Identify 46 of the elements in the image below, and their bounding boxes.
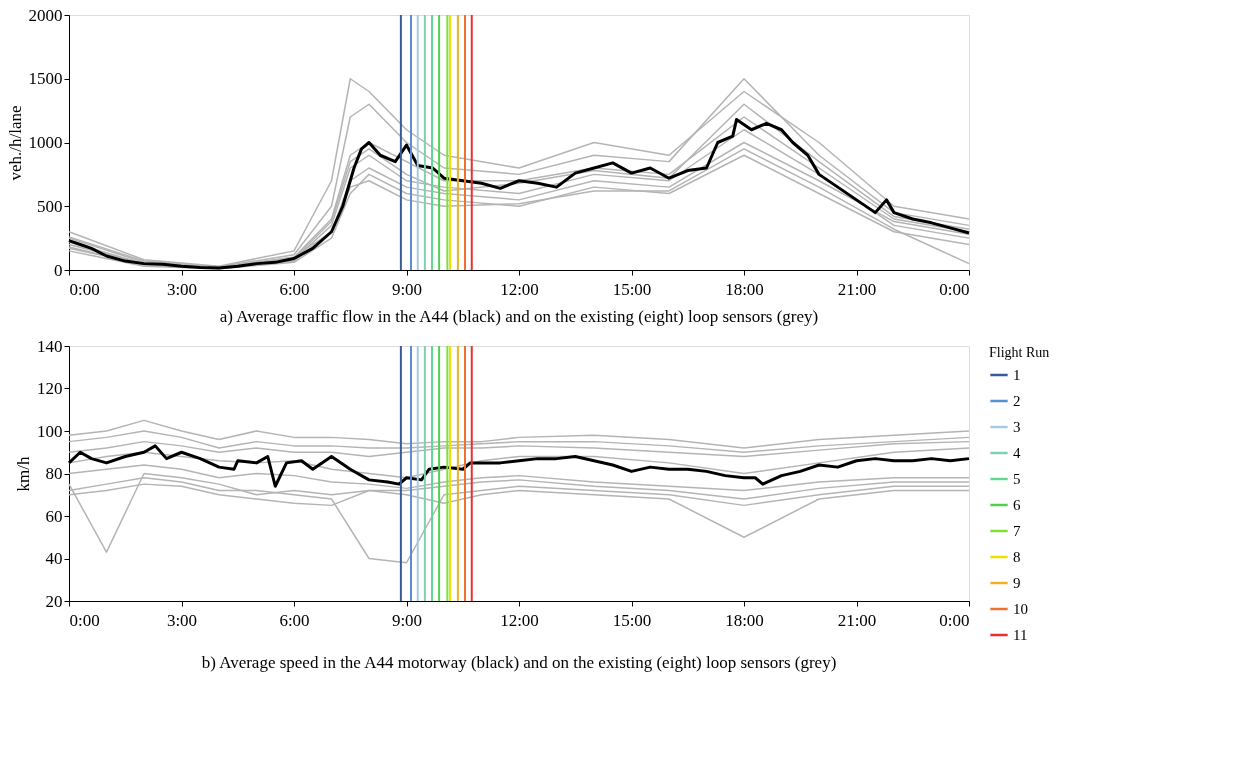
x-tick-label: 0:00 <box>69 610 100 630</box>
y-tick-label: 40 <box>45 549 63 568</box>
legend-label: 7 <box>1013 523 1021 539</box>
x-tick-label: 0:00 <box>939 279 970 299</box>
x-tick-label: 18:00 <box>725 279 764 299</box>
x-tick-label: 3:00 <box>166 279 198 299</box>
x-tick-label: 6:00 <box>279 610 310 630</box>
legend-label: 1 <box>1013 367 1021 383</box>
y-tick-label: 1000 <box>28 133 63 152</box>
legend-label: 9 <box>1013 575 1021 591</box>
legend-label: 8 <box>1013 549 1021 565</box>
y-axis-title: veh./h/lane <box>5 105 25 181</box>
legend-label: 4 <box>1013 445 1021 461</box>
x-tick-label: 9:00 <box>391 610 423 630</box>
x-tick-label: 9:00 <box>391 279 423 299</box>
x-tick-label: 18:00 <box>725 610 764 630</box>
legend-label: 5 <box>1013 471 1021 487</box>
legend-label: 2 <box>1013 393 1021 409</box>
y-tick-label: 140 <box>37 336 63 356</box>
legend-label: 6 <box>1013 497 1021 513</box>
x-tick-label: 21:00 <box>837 610 877 630</box>
x-tick-label: 15:00 <box>612 279 652 299</box>
x-tick-label: 15:00 <box>612 610 652 630</box>
y-axis-title: km/h <box>14 456 33 492</box>
legend-label: 10 <box>1013 601 1028 617</box>
x-tick-label: 3:00 <box>166 610 198 630</box>
legend-label: 3 <box>1013 419 1021 435</box>
x-tick-label: 21:00 <box>837 279 877 299</box>
y-tick-label: 2000 <box>28 5 63 25</box>
y-tick-label: 120 <box>37 379 63 398</box>
x-tick-label: 12:00 <box>500 610 539 630</box>
x-tick-label: 12:00 <box>500 279 539 299</box>
text: a) Average traffic flow in the A44 (black) and on the existing (eight) loop sensors (grey) <box>219 307 819 326</box>
y-tick-label: 100 <box>37 421 63 441</box>
y-tick-label: 500 <box>37 196 63 216</box>
x-tick-label: 6:00 <box>279 279 310 299</box>
x-tick-label: 0:00 <box>69 279 100 299</box>
legend-title: Flight Run <box>989 345 1050 360</box>
text: b) Average speed in the A44 motorway (black) and on the existing (eight) loop sensors (grey) <box>201 653 837 672</box>
x-tick-label: 0:00 <box>939 610 970 630</box>
legend-label: 11 <box>1013 627 1028 643</box>
y-tick-label: 80 <box>45 464 63 483</box>
y-tick-label: 0 <box>54 260 63 280</box>
y-tick-label: 20 <box>45 591 63 611</box>
y-tick-label: 1500 <box>28 69 63 89</box>
y-tick-label: 60 <box>45 506 63 526</box>
